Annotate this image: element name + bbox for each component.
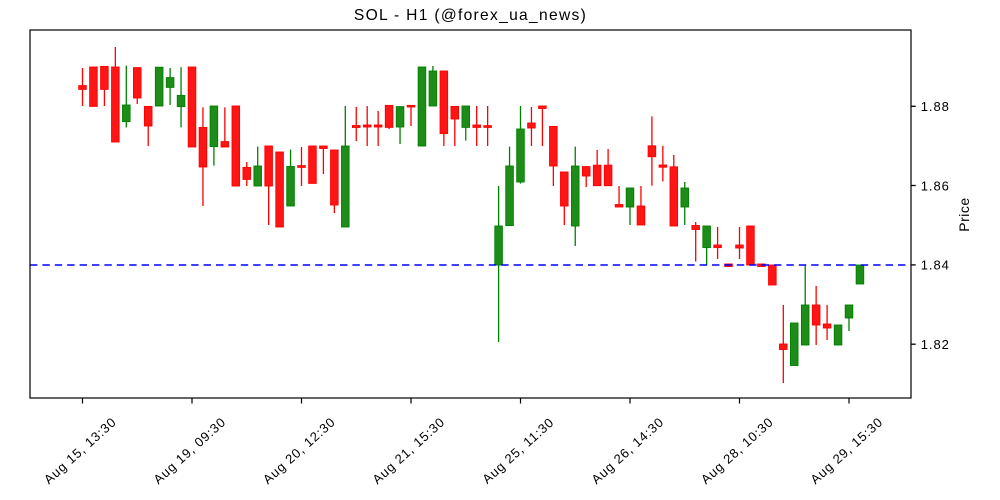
svg-text:SOL - H1 (@forex_ua_news): SOL - H1 (@forex_ua_news): [354, 7, 587, 24]
svg-text:Price: Price: [956, 197, 972, 231]
svg-text:1.82: 1.82: [921, 337, 950, 352]
svg-text:1.86: 1.86: [921, 178, 950, 193]
svg-text:1.84: 1.84: [921, 258, 950, 273]
svg-text:1.88: 1.88: [921, 99, 950, 114]
